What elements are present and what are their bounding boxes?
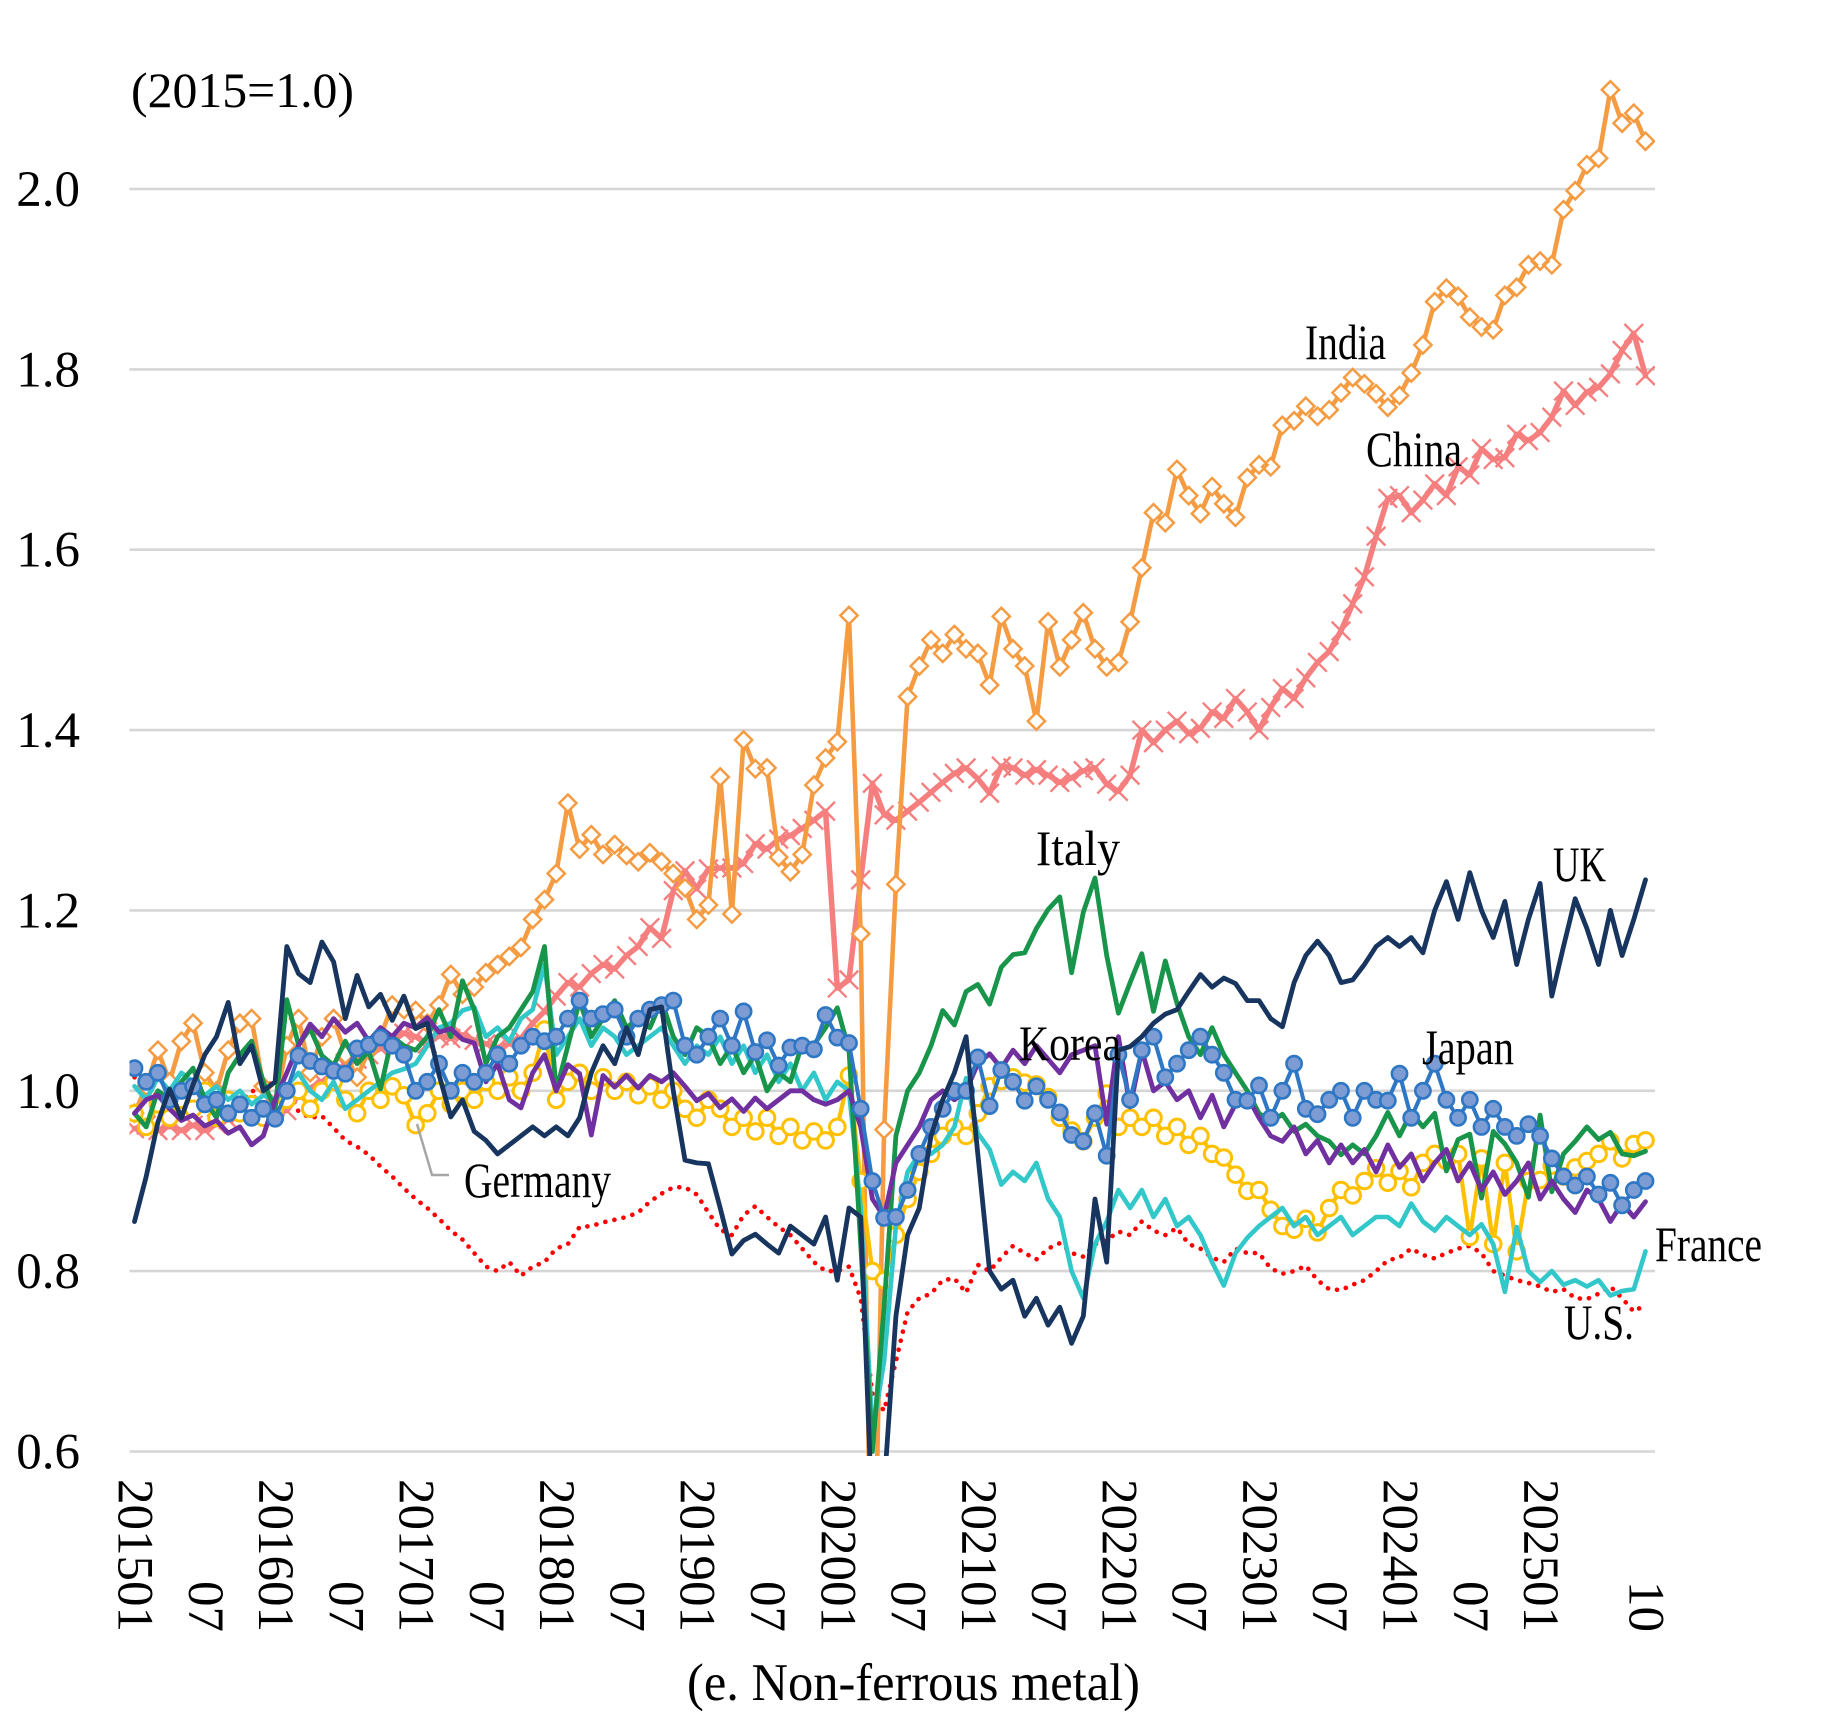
svg-text:07: 07 [1442,1581,1498,1632]
svg-text:202001: 202001 [809,1479,865,1632]
svg-text:201801: 201801 [528,1479,584,1632]
svg-text:202201: 202201 [1090,1479,1146,1632]
svg-text:201701: 201701 [388,1479,444,1632]
svg-text:1.2: 1.2 [16,883,80,939]
svg-text:2.0: 2.0 [16,162,80,218]
svg-text:1.4: 1.4 [16,703,80,759]
svg-text:UK: UK [1553,836,1606,892]
svg-text:202101: 202101 [950,1479,1006,1632]
svg-text:India: India [1305,314,1386,370]
svg-text:07: 07 [739,1581,795,1632]
svg-text:202501: 202501 [1512,1479,1568,1632]
svg-text:1.8: 1.8 [16,342,80,398]
svg-text:Italy: Italy [1036,820,1120,876]
svg-text:07: 07 [458,1581,514,1632]
svg-text:07: 07 [177,1581,233,1632]
svg-text:(e. Non-ferrous metal): (e. Non-ferrous metal) [687,1654,1140,1712]
svg-text:07: 07 [1301,1581,1357,1632]
svg-text:(2015=1.0): (2015=1.0) [131,62,354,118]
svg-text:China: China [1366,421,1462,477]
svg-text:201501: 201501 [107,1479,163,1632]
svg-text:202401: 202401 [1372,1479,1428,1632]
svg-text:1.0: 1.0 [16,1064,80,1120]
svg-text:201901: 201901 [669,1479,725,1632]
svg-text:07: 07 [599,1581,655,1632]
svg-text:0.6: 0.6 [16,1425,80,1481]
svg-text:07: 07 [880,1581,936,1632]
svg-text:Japan: Japan [1422,1019,1514,1075]
svg-text:07: 07 [1020,1581,1076,1632]
svg-text:07: 07 [317,1581,373,1632]
svg-text:U.S.: U.S. [1564,1294,1634,1350]
svg-text:Germany: Germany [464,1152,611,1208]
svg-text:201601: 201601 [247,1479,303,1632]
svg-text:10: 10 [1618,1581,1674,1632]
svg-text:07: 07 [1161,1581,1217,1632]
svg-text:0.8: 0.8 [16,1244,80,1300]
svg-text:Korea: Korea [1019,1015,1121,1071]
svg-text:202301: 202301 [1231,1479,1287,1632]
svg-text:1.6: 1.6 [16,523,80,579]
svg-text:France: France [1655,1216,1762,1272]
